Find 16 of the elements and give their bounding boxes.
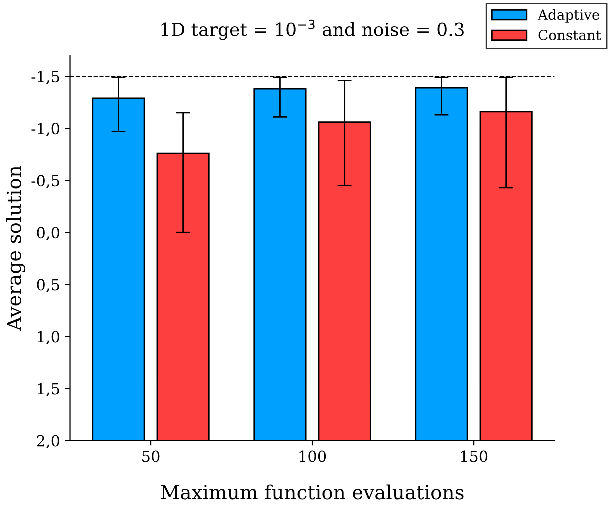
x-tick-label: 50 [142, 450, 160, 462]
y-tick-label: -0,5 [32, 175, 60, 189]
y-tick-label: 2,0 [37, 435, 60, 449]
y-tick-label: -1,5 [32, 71, 60, 84]
y-tick-label: 1,0 [38, 331, 60, 345]
x-tick-label: 100 [300, 450, 326, 462]
y-tick-label: -1,0 [32, 123, 60, 136]
y-axis-title: Average solution [6, 166, 26, 332]
legend-label: Adaptive [538, 9, 600, 23]
chart-title: 1D target = 10$^{−3}$ and noise = 0.3 [162, 20, 464, 40]
x-tick-label: 150 [461, 450, 488, 462]
y-tick-label: 0,0 [37, 227, 60, 241]
legend-label: Constant [538, 30, 602, 41]
x-axis-title: Maximum function evaluations [161, 484, 464, 500]
y-tick-label: 1,5 [38, 383, 60, 397]
y-tick-label: 0,5 [37, 279, 60, 293]
